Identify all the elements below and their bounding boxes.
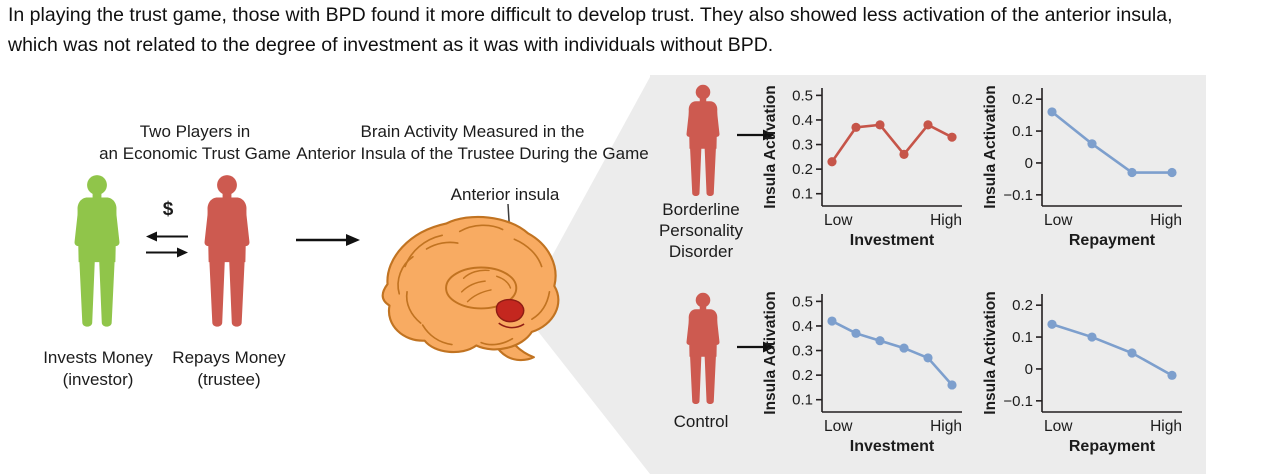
- svg-text:0.2: 0.2: [1012, 297, 1033, 314]
- svg-text:0.2: 0.2: [792, 367, 813, 384]
- investor-label: Invests Money (investor): [42, 347, 154, 390]
- svg-text:0.1: 0.1: [792, 392, 813, 409]
- svg-text:Low: Low: [824, 418, 853, 435]
- svg-text:0: 0: [1025, 155, 1033, 172]
- chart-control-investment: 0.5 0.4 0.3 0.2 0.1 Low High Investment Insula A…: [762, 286, 970, 461]
- svg-text:0: 0: [1025, 361, 1033, 378]
- caption-line-1: In playing the trust game, those with BP…: [8, 4, 1173, 26]
- caption-line-2: which was not related to the degree of i…: [8, 33, 774, 56]
- svg-text:Investment: Investment: [850, 438, 935, 455]
- bpd-label-line-1: Borderline: [662, 200, 740, 219]
- svg-text:0.5: 0.5: [792, 87, 813, 104]
- caption: In playing the trust game, those with BP…: [8, 1, 1272, 60]
- svg-text:Insula Activation: Insula Activation: [762, 85, 779, 208]
- svg-text:−0.1: −0.1: [1003, 393, 1033, 410]
- svg-text:0.2: 0.2: [792, 161, 813, 178]
- arrow-right-icon: [146, 247, 188, 258]
- control-figure: [676, 292, 730, 408]
- chart-bpd-investment: 0.5 0.4 0.3 0.2 0.1 Low High Investment Insula A…: [762, 80, 970, 255]
- chart-bpd-repayment: 0.2 0.1 0 −0.1 Low High Repayment Insula Activa…: [982, 80, 1190, 255]
- trustee-label-line-1: Repays Money: [172, 348, 286, 367]
- dollar-sign: $: [162, 199, 174, 220]
- trustee-label: Repays Money (trustee): [170, 347, 288, 390]
- svg-text:Repayment: Repayment: [1069, 438, 1156, 455]
- svg-text:Investment: Investment: [850, 232, 935, 249]
- svg-text:High: High: [930, 418, 962, 435]
- brain-activity-title-line-2: Anterior Insula of the Trustee During th…: [296, 143, 649, 163]
- trustee-label-line-2: (trustee): [197, 369, 261, 389]
- svg-text:0.4: 0.4: [792, 112, 813, 129]
- arrow-left-icon: [146, 231, 188, 242]
- svg-text:Insula Activation: Insula Activation: [982, 291, 999, 414]
- svg-text:0.1: 0.1: [1012, 329, 1033, 346]
- main-arrow-right-icon: [296, 234, 360, 246]
- svg-text:Insula Activation: Insula Activation: [982, 85, 999, 208]
- svg-text:Insula Activation: Insula Activation: [762, 291, 779, 414]
- investor-figure: [60, 174, 134, 332]
- results-panel: [650, 75, 1206, 474]
- svg-text:Repayment: Repayment: [1069, 232, 1156, 249]
- investor-label-line-2: (investor): [62, 369, 134, 389]
- anterior-insula-label: Anterior insula: [450, 185, 560, 204]
- trust-game-title: Two Players in an Economic Trust Game: [70, 121, 320, 164]
- investor-label-line-1: Invests Money: [43, 348, 153, 367]
- anterior-insula-highlight: [495, 298, 525, 323]
- brain-activity-title: Brain Activity Measured in the Anterior …: [290, 121, 655, 164]
- svg-text:High: High: [1150, 418, 1182, 435]
- bpd-label: Borderline Personality Disorder: [646, 199, 756, 262]
- brain-illustration: [381, 215, 560, 362]
- zoom-wedge: [522, 77, 650, 474]
- trust-game-title-line-1: Two Players in: [139, 122, 251, 141]
- svg-text:−0.1: −0.1: [1003, 187, 1033, 204]
- svg-text:0.3: 0.3: [792, 137, 813, 154]
- svg-text:Low: Low: [1044, 418, 1073, 435]
- bpd-label-line-3: Disorder: [668, 242, 734, 261]
- svg-text:High: High: [930, 212, 962, 229]
- trustee-figure: [190, 174, 264, 332]
- control-label: Control: [673, 412, 729, 431]
- bpd-label-line-2: Personality: [658, 221, 744, 240]
- svg-text:0.4: 0.4: [792, 318, 813, 335]
- bpd-arrow-right-icon: [737, 129, 775, 141]
- svg-text:0.1: 0.1: [1012, 123, 1033, 140]
- trust-game-title-line-2: an Economic Trust Game: [99, 143, 291, 163]
- svg-text:0.2: 0.2: [1012, 91, 1033, 108]
- svg-text:0.3: 0.3: [792, 343, 813, 360]
- svg-text:0.5: 0.5: [792, 293, 813, 310]
- brain-activity-title-line-1: Brain Activity Measured in the: [360, 122, 585, 141]
- control-arrow-right-icon: [737, 341, 775, 353]
- chart-control-repayment: 0.2 0.1 0 −0.1 Low High Repayment Insula Activa…: [982, 286, 1190, 461]
- svg-text:0.1: 0.1: [792, 186, 813, 203]
- svg-text:Low: Low: [1044, 212, 1073, 229]
- svg-text:Low: Low: [824, 212, 853, 229]
- svg-text:High: High: [1150, 212, 1182, 229]
- bpd-figure: [676, 84, 730, 200]
